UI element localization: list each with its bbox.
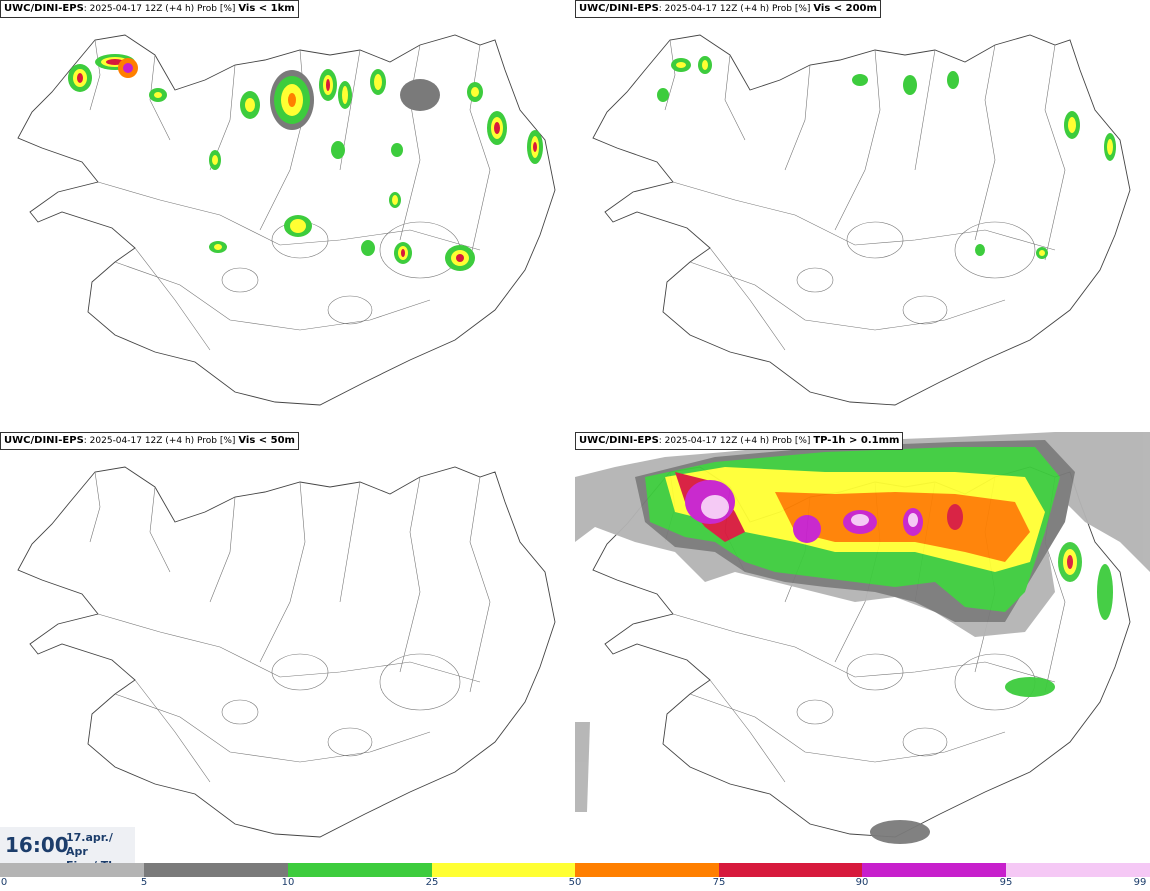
colorbar: 0 5 10 25 50 75 90 95 99 (0, 862, 1150, 891)
colorbar-seg-1 (144, 863, 288, 877)
iceland-probability-map (575, 432, 1150, 844)
iceland-probability-map (592, 34, 1131, 406)
valid-date-text: 17.apr./ Apr (66, 831, 113, 858)
probability-areas (657, 56, 1116, 259)
valid-time: 16:00 (5, 833, 69, 857)
valid-time-box: 16:00 17.apr./ Apr Fim./ Thu (0, 827, 135, 872)
panel-title: UWC/DINI-EPS: 2025-04-17 12Z (+4 h) Prob… (0, 432, 299, 450)
colorbar-tick: 10 (281, 877, 295, 888)
colorbar-seg-7 (1006, 863, 1150, 877)
iceland-probability-map (17, 34, 556, 406)
panel-title: UWC/DINI-EPS: 2025-04-17 12Z (+4 h) Prob… (0, 0, 299, 18)
probability-areas (575, 432, 1150, 844)
colorbar-seg-2 (288, 863, 432, 877)
colorbar-seg-0 (0, 863, 144, 877)
map-panel-vis-1km: UWC/DINI-EPS: 2025-04-17 12Z (+4 h) Prob… (0, 0, 575, 432)
colorbar-tick: 99 (1133, 877, 1147, 888)
probability-areas (68, 54, 543, 271)
colorbar-seg-3 (432, 863, 575, 877)
colorbar-tick: 25 (425, 877, 439, 888)
map-panel-vis-50m: UWC/DINI-EPS: 2025-04-17 12Z (+4 h) Prob… (0, 432, 575, 864)
iceland-probability-map (17, 466, 556, 838)
map-panel-precip: UWC/DINI-EPS: 2025-04-17 12Z (+4 h) Prob… (575, 432, 1150, 864)
colorbar-seg-5 (719, 863, 862, 877)
colorbar-tick: 5 (140, 877, 148, 888)
panel-title: UWC/DINI-EPS: 2025-04-17 12Z (+4 h) Prob… (575, 432, 904, 450)
map-panel-vis-200m: UWC/DINI-EPS: 2025-04-17 12Z (+4 h) Prob… (575, 0, 1150, 432)
colorbar-tick: 75 (712, 877, 726, 888)
colorbar-tick: 50 (568, 877, 582, 888)
colorbar-tick: 95 (999, 877, 1013, 888)
colorbar-tick: 90 (855, 877, 869, 888)
colorbar-tick: 0 (0, 877, 8, 888)
panel-title: UWC/DINI-EPS: 2025-04-17 12Z (+4 h) Prob… (575, 0, 881, 18)
colorbar-seg-4 (575, 863, 719, 877)
colorbar-seg-6 (862, 863, 1006, 877)
